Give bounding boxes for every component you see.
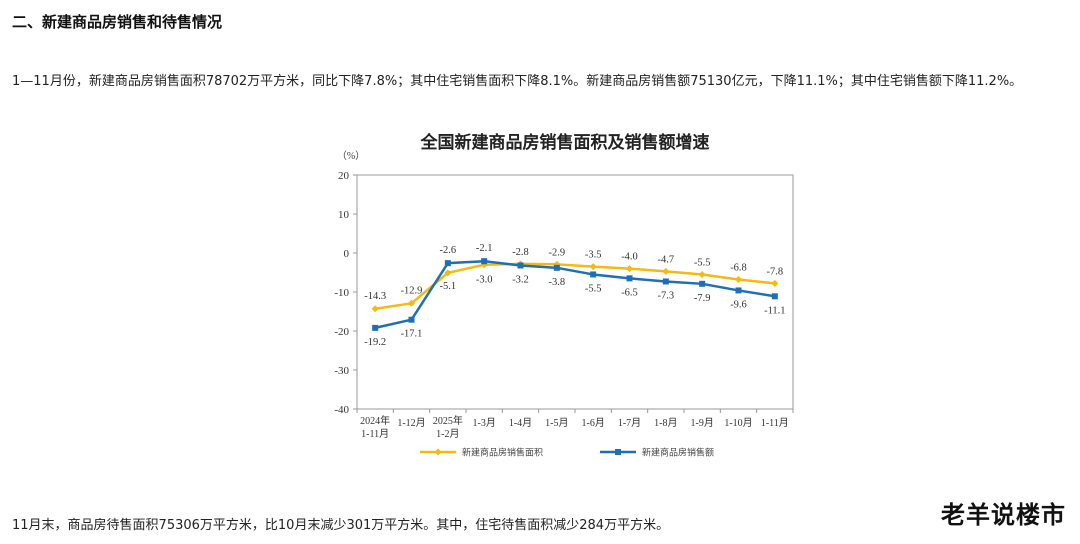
x-tick-label: 1-7月: [618, 417, 641, 429]
legend-label: 新建商品房销售面积: [462, 447, 543, 459]
data-point-sales-area: [371, 305, 379, 313]
data-label-sales-area: -7.8: [767, 266, 784, 277]
x-tick-label: 1-11月: [761, 417, 789, 429]
x-tick-label: 1-5月: [545, 417, 568, 429]
data-label-sales-area: -12.9: [401, 285, 423, 296]
data-label-sales-amount: -7.3: [658, 290, 675, 301]
x-tick-label: 1-12月: [397, 417, 425, 429]
data-point-sales-amount: [771, 293, 778, 300]
y-tick-label: -30: [334, 365, 349, 377]
section-title: 二、新建商品房销售和待售情况: [12, 13, 223, 31]
series-line-sales-amount: [374, 259, 776, 330]
data-label-sales-area: -5.5: [694, 257, 711, 268]
data-point-sales-area: [408, 299, 415, 307]
data-point-sales-amount: [372, 324, 379, 331]
watermark-logo: 老羊说楼市: [941, 501, 1066, 529]
data-point-sales-area: [698, 270, 706, 278]
data-label-sales-area: -6.8: [730, 263, 747, 274]
data-label-sales-amount: -2.1: [476, 243, 493, 254]
data-point-sales-area: [735, 276, 742, 284]
data-point-sales-amount: [626, 275, 633, 282]
data-point-sales-area: [626, 265, 633, 273]
data-label-sales-area: -3.0: [476, 275, 493, 286]
legend-label: 新建商品房销售额: [642, 447, 714, 459]
data-point-sales-amount: [590, 271, 597, 278]
data-label-sales-area: -5.1: [440, 281, 457, 292]
data-point-sales-amount: [553, 264, 560, 271]
paragraph-inventory-summary: 11月末，商品房待售面积75306万平方米，比10月末减少301万平方米。其中，…: [12, 518, 670, 533]
data-label-sales-amount: -9.6: [730, 299, 747, 310]
x-tick-label: 1-10月: [724, 417, 752, 429]
legend-marker: [615, 449, 621, 455]
legend-marker: [434, 448, 442, 456]
y-tick-label: 20: [338, 170, 350, 182]
data-label-sales-area: -14.3: [364, 291, 386, 302]
y-axis-unit-label: （%）: [337, 150, 365, 162]
data-point-sales-amount: [517, 262, 524, 269]
x-tick-label: 1-11月: [361, 428, 389, 440]
data-label-sales-amount: -7.9: [694, 293, 711, 304]
data-point-sales-area: [589, 263, 597, 271]
y-tick-label: -20: [334, 326, 349, 338]
data-point-sales-amount: [699, 280, 706, 287]
series-line-sales-area: [374, 262, 775, 311]
data-point-sales-amount: [444, 260, 451, 267]
data-label-sales-area: -3.5: [585, 250, 602, 261]
data-point-sales-area: [444, 269, 452, 277]
data-label-sales-area: -4.0: [621, 252, 638, 263]
data-point-sales-amount: [481, 258, 488, 265]
data-point-sales-area: [771, 279, 779, 287]
x-tick-label: 1-3月: [472, 417, 495, 429]
data-label-sales-amount: -6.5: [621, 287, 638, 298]
x-tick-label: 1-8月: [654, 417, 677, 429]
data-label-sales-amount: -2.6: [440, 245, 457, 256]
data-point-sales-amount: [735, 287, 742, 294]
data-label-sales-area: -4.7: [658, 254, 675, 265]
data-point-sales-amount: [662, 278, 669, 285]
x-tick-label: 2024年: [360, 414, 390, 427]
x-tick-label: 1-6月: [581, 417, 604, 429]
x-tick-label: 1-9月: [690, 417, 713, 429]
data-label-sales-amount: -11.1: [764, 305, 785, 316]
x-tick-label: 1-2月: [436, 428, 459, 440]
data-point-sales-area: [662, 267, 670, 275]
data-point-sales-amount: [408, 316, 415, 323]
y-tick-label: -10: [334, 287, 349, 299]
chart-title: 全国新建商品房销售面积及销售额增速: [420, 133, 710, 153]
data-label-sales-area: -2.8: [512, 247, 529, 258]
y-tick-label: 0: [344, 248, 350, 260]
data-label-sales-amount: -3.8: [549, 277, 566, 288]
data-label-sales-amount: -19.2: [364, 337, 386, 348]
data-label-sales-amount: -3.2: [512, 274, 529, 285]
x-tick-label: 2025年: [433, 414, 463, 427]
data-label-sales-amount: -17.1: [401, 329, 423, 340]
y-tick-label: 10: [338, 209, 350, 221]
x-tick-label: 1-4月: [509, 417, 532, 429]
y-tick-label: -40: [334, 404, 349, 416]
paragraph-sales-summary: 1—11月份，新建商品房销售面积78702万平方米，同比下降7.8%；其中住宅销…: [12, 74, 1023, 89]
data-label-sales-area: -2.9: [549, 247, 566, 258]
data-label-sales-amount: -5.5: [585, 283, 602, 294]
